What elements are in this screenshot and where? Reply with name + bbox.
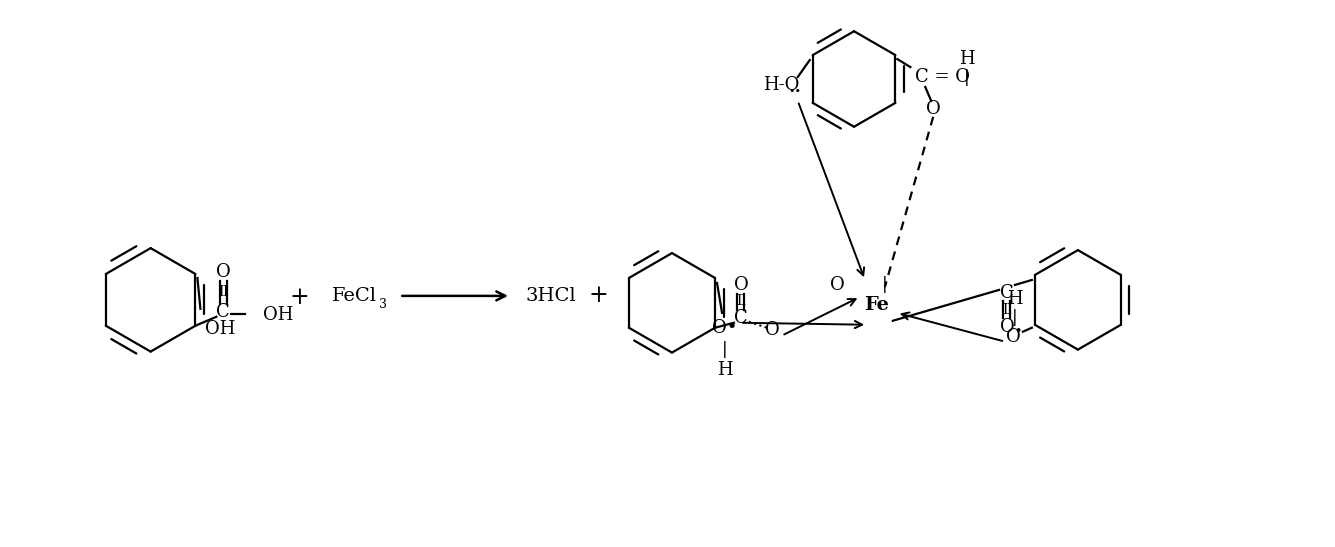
Text: C: C [216,303,230,321]
Text: O: O [1000,318,1015,336]
Text: C: C [1000,284,1013,302]
Text: H: H [960,50,975,68]
Text: |: | [882,276,888,293]
Text: O: O [733,276,749,294]
Text: H-O: H-O [762,76,800,94]
Text: H: H [1007,290,1023,308]
Text: ••: •• [788,86,801,96]
Text: +: + [589,284,609,307]
Text: Il: Il [736,294,746,309]
Text: |: | [722,341,728,358]
Text: Il: Il [1003,303,1012,317]
Text: Fe: Fe [865,296,889,314]
Text: O: O [926,100,941,118]
Text: C = O: C = O [916,68,971,86]
Text: +: + [288,287,308,310]
Text: 3: 3 [379,298,387,311]
Text: OH: OH [206,319,236,337]
Text: O: O [830,276,845,294]
Text: O: O [765,321,780,339]
Text: Il: Il [219,285,228,299]
Text: O: O [216,263,231,281]
Text: 3HCl: 3HCl [526,287,577,305]
Text: |: | [964,68,969,85]
Text: |: | [1012,309,1017,326]
Text: C: C [734,309,748,327]
Text: OH: OH [263,306,294,324]
Text: •: • [1015,325,1021,338]
Text: O: O [1005,328,1020,346]
Text: FeCl: FeCl [331,287,376,305]
Text: H: H [717,360,733,379]
Text: O•: O• [713,319,738,337]
